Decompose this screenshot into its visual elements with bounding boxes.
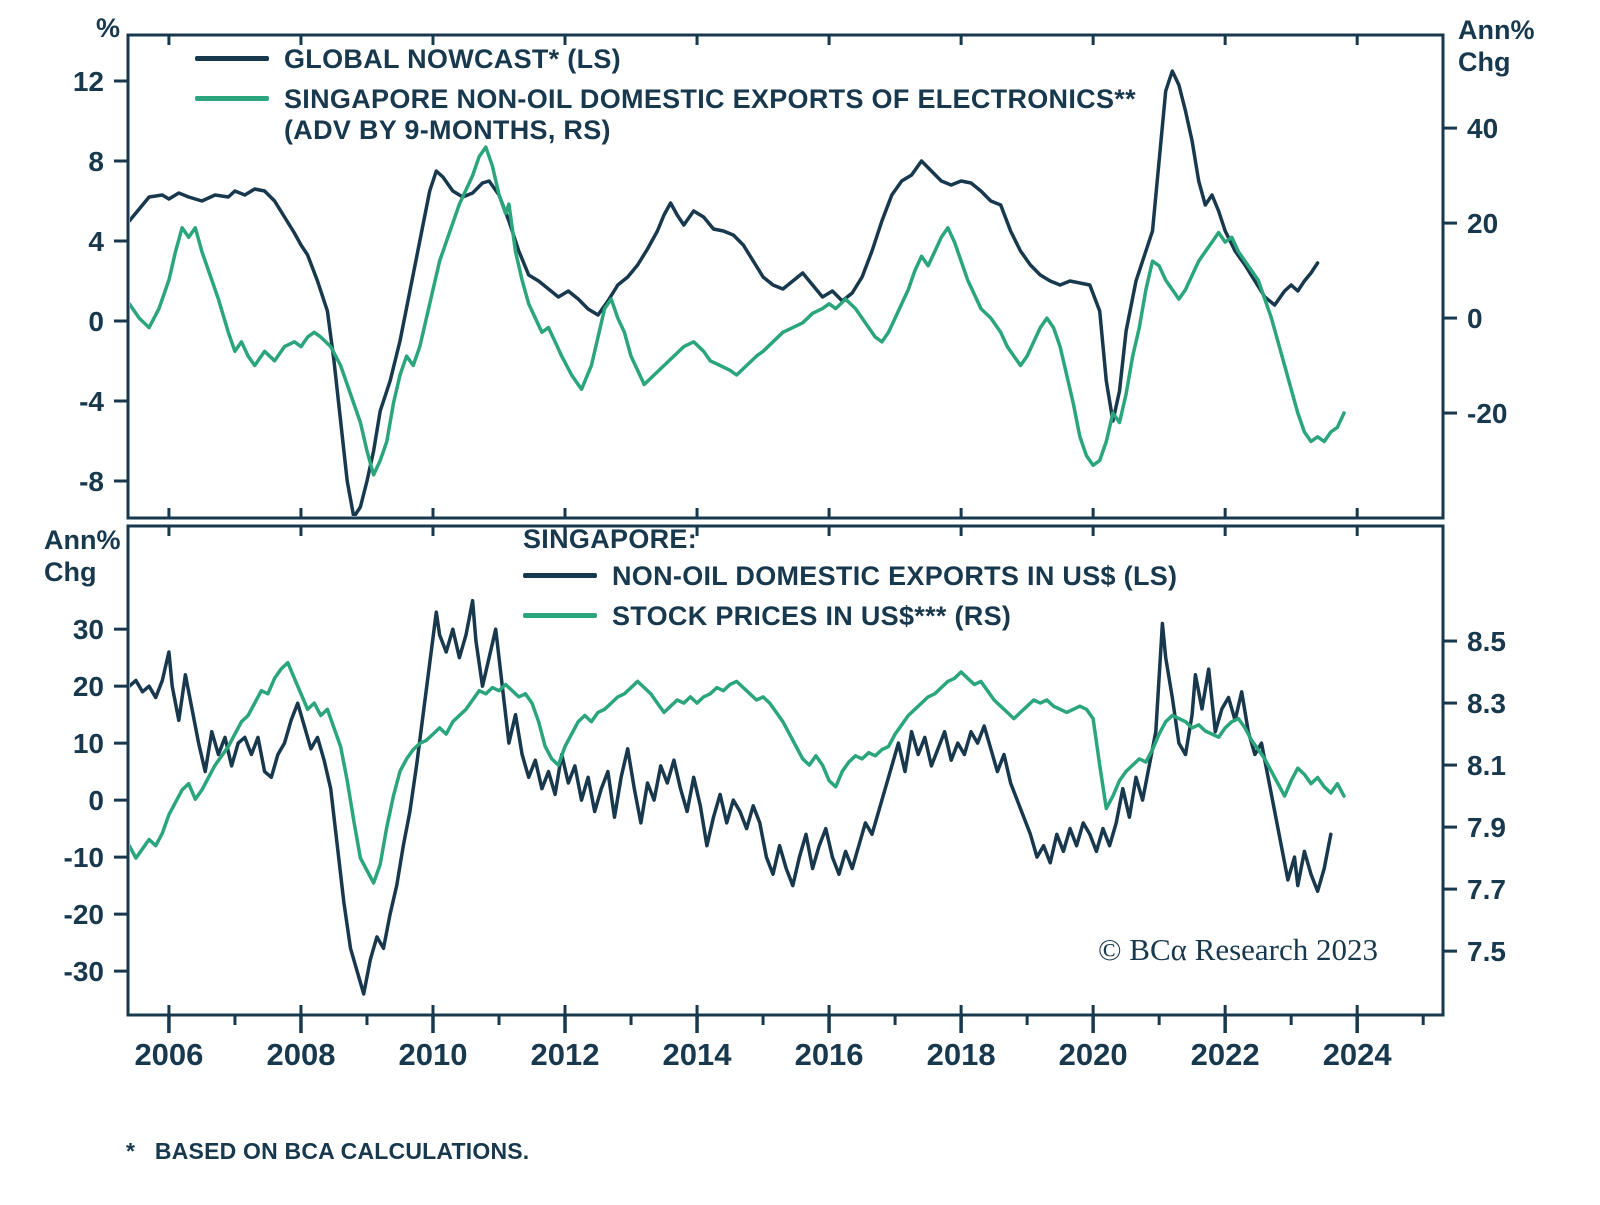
copyright-notice: © BCα Research 2023 (1098, 932, 1378, 967)
x-axis-year-label: 2012 (531, 1037, 600, 1072)
legend-label-line2: (ADV BY 9-MONTHS, RS) (284, 115, 611, 145)
left-axis-tick-label: -30 (64, 956, 104, 987)
bottom-left-axis-unit-line1: Ann% (44, 525, 121, 555)
x-axis-year-label: 2010 (399, 1037, 468, 1072)
panel-frame-top (126, 33, 1445, 520)
left-axis-tick-label: -8 (79, 466, 104, 497)
legend-bottom: SINGAPORE: NON-OIL DOMESTIC EXPORTS IN U… (523, 524, 1177, 641)
footnotes: * BASED ON BCA CALCULATIONS. ** SHOWN AS… (126, 1076, 1203, 1205)
right-axis-tick-label: 8.1 (1467, 750, 1506, 781)
panel-frame-bottom (126, 524, 1445, 1017)
right-axis-tick-label: -20 (1467, 398, 1507, 429)
left-axis-tick-label: -20 (64, 899, 104, 930)
series-line-sg-nodx-usd (130, 598, 1333, 996)
right-axis-tick-label: 8.5 (1467, 626, 1506, 657)
top-right-axis-unit: Ann% Chg (1458, 14, 1535, 78)
legend-item-sg-stocks: STOCK PRICES IN US$*** (RS) (523, 601, 1177, 632)
left-axis-tick-label: 0 (88, 785, 104, 816)
series-line-sg-stock-prices (130, 660, 1346, 885)
top-right-axis-unit-line2: Chg (1458, 47, 1511, 77)
legend-swatch-navy (195, 56, 269, 61)
right-axis-tick-label: 40 (1467, 113, 1498, 144)
x-axis-year-label: 2020 (1059, 1037, 1128, 1072)
legend-swatch-navy (523, 573, 597, 578)
series-line-global-nowcast (130, 69, 1320, 516)
legend-label-line1: SINGAPORE NON-OIL DOMESTIC EXPORTS OF EL… (284, 84, 1136, 114)
legend-label: NON-OIL DOMESTIC EXPORTS IN US$ (LS) (612, 561, 1178, 591)
top-right-axis-unit-line1: Ann% (1458, 15, 1535, 45)
x-axis-year-label: 2018 (927, 1037, 996, 1072)
footnote-1: * BASED ON BCA CALCULATIONS. (126, 1138, 530, 1164)
legend-top: GLOBAL NOWCAST* (LS) SINGAPORE NON-OIL D… (195, 44, 1136, 155)
left-axis-tick-label: 0 (88, 306, 104, 337)
legend-label: STOCK PRICES IN US$*** (RS) (612, 601, 1012, 631)
left-axis-tick-label: 8 (88, 146, 104, 177)
legend-label: GLOBAL NOWCAST* (LS) (284, 44, 621, 74)
left-axis-tick-label: 10 (73, 728, 104, 759)
right-axis-tick-label: 7.9 (1467, 812, 1506, 843)
legend-bottom-heading: SINGAPORE: (523, 524, 698, 554)
legend-item-sg-electronics: SINGAPORE NON-OIL DOMESTIC EXPORTS OF EL… (195, 84, 1136, 146)
left-axis-tick-label: 30 (73, 614, 104, 645)
left-axis-tick-label: 12 (73, 66, 104, 97)
x-axis-year-label: 2014 (663, 1037, 733, 1072)
right-axis-tick-label: 20 (1467, 208, 1498, 239)
x-axis-year-label: 2022 (1191, 1037, 1260, 1072)
right-axis-tick-label: 0 (1467, 303, 1483, 334)
right-axis-tick-label: 8.3 (1467, 688, 1506, 719)
legend-swatch-green (523, 613, 597, 618)
legend-swatch-green (195, 96, 269, 101)
bottom-left-axis-unit: Ann% Chg (44, 524, 121, 588)
top-left-axis-unit: % (95, 13, 120, 43)
series-line-sg-electronics-exports (130, 145, 1346, 477)
x-axis-year-label: 2024 (1323, 1037, 1393, 1072)
left-axis-tick-label: -4 (79, 386, 104, 417)
x-axis-year-label: 2016 (795, 1037, 864, 1072)
left-axis-tick-label: 20 (73, 671, 104, 702)
bottom-left-axis-unit-line2: Chg (44, 557, 97, 587)
left-axis-tick-label: -10 (64, 842, 104, 873)
x-axis-year-label: 2008 (266, 1037, 335, 1072)
legend-item-global-nowcast: GLOBAL NOWCAST* (LS) (195, 44, 1136, 75)
left-axis-tick-label: 4 (88, 226, 104, 257)
legend-item-sg-nodx: NON-OIL DOMESTIC EXPORTS IN US$ (LS) (523, 561, 1177, 592)
right-axis-tick-label: 7.5 (1467, 936, 1506, 967)
x-axis-year-label: 2006 (134, 1037, 203, 1072)
legend-label: SINGAPORE NON-OIL DOMESTIC EXPORTS OF EL… (284, 84, 1136, 146)
right-axis-tick-label: 7.7 (1467, 874, 1506, 905)
